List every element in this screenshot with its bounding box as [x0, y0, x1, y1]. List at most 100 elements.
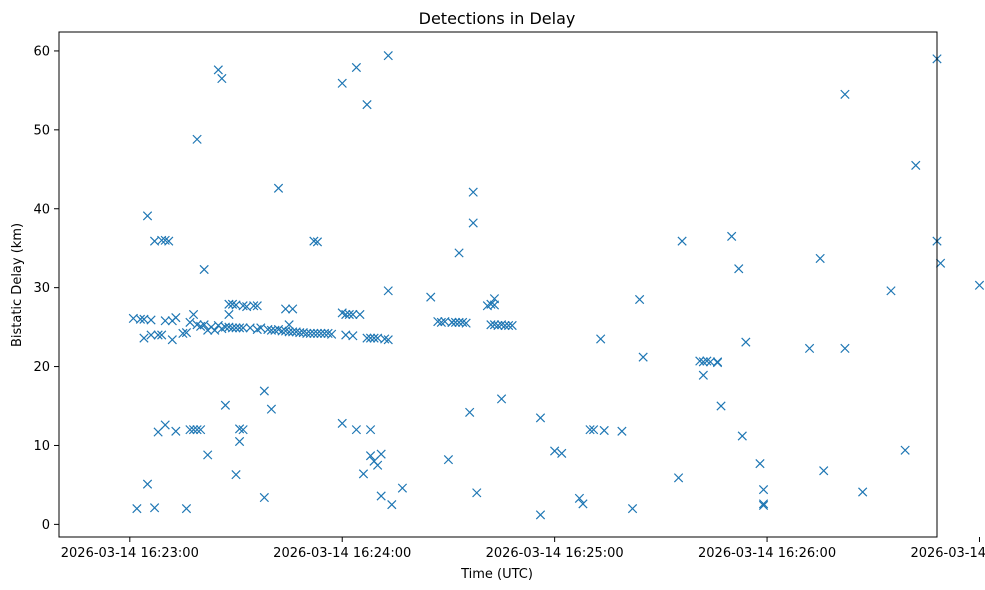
data-point	[468, 218, 478, 228]
data-point	[698, 370, 708, 380]
data-point	[550, 446, 560, 456]
data-point	[142, 479, 153, 489]
y-axis: 0 10 20 30 40 50 60	[33, 44, 59, 533]
data-point	[507, 320, 517, 331]
data-point	[199, 264, 209, 275]
data-point	[585, 425, 595, 435]
x-tick-label: 2026-03-14 16:26:00	[698, 546, 836, 561]
data-point	[273, 183, 284, 193]
data-point	[171, 313, 181, 323]
y-tick-label: 60	[33, 44, 50, 59]
data-point	[203, 450, 213, 460]
data-point	[702, 356, 712, 366]
data-point	[178, 328, 188, 339]
data-point	[457, 317, 468, 327]
data-point	[160, 235, 170, 245]
x-axis-label: Time (UTC)	[460, 567, 533, 582]
data-point	[213, 65, 223, 75]
data-point	[493, 320, 503, 331]
data-point	[365, 333, 376, 343]
data-point	[249, 301, 259, 311]
data-point	[433, 316, 443, 327]
data-point	[727, 231, 737, 241]
data-point	[489, 320, 500, 330]
y-tick-label: 20	[33, 360, 50, 375]
data-point	[142, 211, 153, 221]
data-point	[911, 160, 921, 170]
data-point	[231, 323, 241, 333]
data-point	[886, 286, 896, 296]
data-point	[256, 323, 266, 333]
data-point	[259, 492, 269, 503]
data-point	[199, 320, 209, 330]
data-point	[132, 503, 142, 514]
data-point	[634, 294, 645, 305]
y-tick-label: 40	[33, 202, 50, 217]
data-point	[447, 317, 457, 327]
data-point	[712, 357, 723, 368]
data-point	[326, 329, 337, 339]
data-point	[935, 258, 946, 268]
data-point	[496, 394, 507, 404]
data-point	[181, 503, 192, 514]
data-point	[227, 299, 238, 309]
data-point	[599, 425, 609, 436]
data-point	[341, 309, 351, 320]
data-point	[238, 323, 248, 333]
data-point	[164, 236, 174, 246]
data-point	[259, 386, 269, 396]
x-axis: 2026-03-14 16:23:00 2026-03-14 16:24:00 20…	[61, 537, 985, 561]
data-point	[804, 343, 815, 354]
data-point	[146, 315, 156, 325]
data-point	[758, 499, 769, 509]
data-point	[734, 264, 744, 274]
data-point	[737, 431, 747, 441]
data-point	[450, 317, 461, 327]
data-point	[348, 331, 358, 341]
data-point	[157, 330, 167, 340]
data-point	[185, 317, 195, 327]
data-point	[234, 323, 245, 333]
data-point	[309, 236, 319, 246]
data-point	[355, 309, 365, 320]
data-point	[160, 420, 170, 430]
data-point	[383, 51, 393, 61]
data-point	[535, 413, 546, 423]
data-point	[288, 304, 298, 314]
data-point	[503, 320, 514, 331]
data-point	[815, 253, 825, 264]
data-point	[698, 357, 708, 367]
data-point	[245, 323, 255, 333]
data-point	[373, 460, 383, 470]
data-point	[758, 500, 769, 511]
data-point	[383, 335, 393, 345]
data-point	[284, 320, 294, 330]
data-point	[192, 425, 202, 435]
data-point	[146, 330, 156, 340]
data-point	[489, 300, 500, 310]
data-point	[716, 401, 726, 411]
data-point	[323, 328, 333, 339]
data-point	[397, 483, 408, 493]
data-point	[280, 304, 291, 314]
data-point	[627, 503, 638, 514]
data-point	[365, 451, 376, 461]
data-point	[351, 62, 362, 73]
data-point	[188, 309, 199, 320]
data-point	[231, 470, 241, 480]
data-point	[234, 424, 245, 434]
data-point	[617, 426, 627, 436]
data-point	[673, 473, 684, 483]
data-point	[758, 485, 769, 495]
data-point	[468, 187, 478, 197]
data-point	[217, 73, 227, 84]
data-point	[305, 328, 315, 339]
data-point	[454, 248, 464, 258]
data-point	[316, 328, 326, 339]
data-point	[858, 487, 868, 497]
data-point	[185, 425, 195, 435]
data-point	[284, 327, 294, 337]
data-point	[227, 323, 238, 333]
data-point	[312, 237, 323, 247]
